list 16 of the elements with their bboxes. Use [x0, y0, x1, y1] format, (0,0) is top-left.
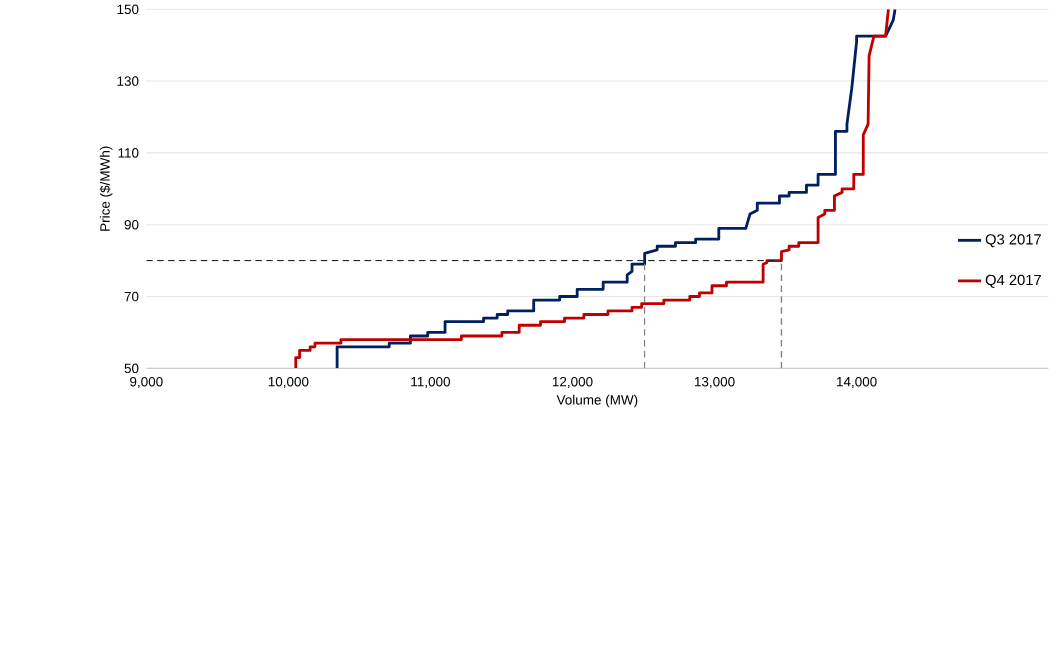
x-tick-label: 13,000 — [694, 376, 735, 388]
legend-label: Q4 2017 — [985, 274, 1041, 288]
x-tick-label: 10,000 — [268, 376, 309, 388]
x-tick-label: 12,000 — [552, 376, 593, 388]
y-tick-label: 90 — [124, 219, 139, 230]
legend-label: Q3 2017 — [985, 233, 1041, 248]
x-tick-label: 11,000 — [411, 376, 451, 388]
y-tick-label: 150 — [117, 4, 139, 14]
x-tick-label: 14,000 — [837, 376, 877, 388]
y-tick-label: 130 — [117, 76, 139, 86]
x-axis-title: Volume (MW) — [556, 394, 638, 408]
y-tick-label: 70 — [124, 291, 139, 302]
y-tick-label: 50 — [124, 363, 139, 373]
y-axis-title: Price ($/MWh) — [99, 146, 113, 231]
y-tick-label: 110 — [118, 147, 139, 158]
x-tick-label: 9,000 — [130, 376, 163, 388]
